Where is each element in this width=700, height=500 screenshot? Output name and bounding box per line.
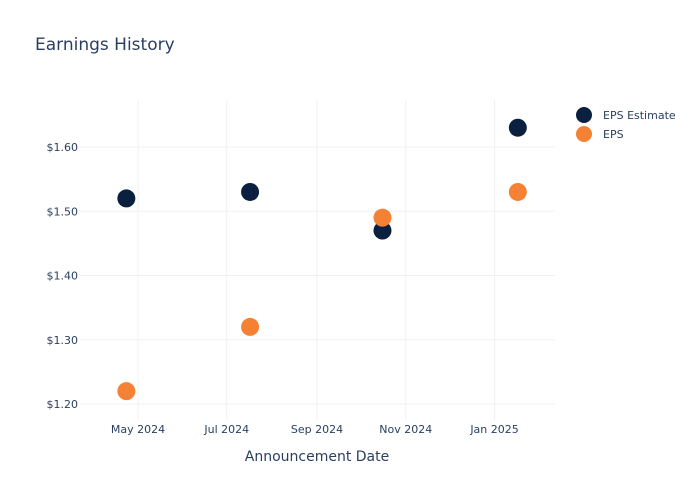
- data-point: [373, 208, 392, 227]
- x-tick-label: Jan 2025: [469, 423, 518, 436]
- legend[interactable]: EPS Estimate EPS: [576, 107, 676, 142]
- legend-item[interactable]: EPS: [576, 126, 624, 142]
- legend-label: EPS: [603, 128, 624, 141]
- data-point: [117, 189, 136, 208]
- series-eps: [117, 182, 527, 401]
- legend-label: EPS Estimate: [603, 109, 676, 122]
- x-tick-label: Nov 2024: [379, 423, 432, 436]
- y-tick-label: $1.60: [47, 141, 79, 154]
- y-tick-label: $1.30: [47, 334, 79, 347]
- series-eps-estimate: [117, 118, 527, 240]
- legend-item[interactable]: EPS Estimate: [576, 107, 676, 123]
- y-tick-label: $1.50: [47, 205, 79, 218]
- grid: [80, 100, 555, 420]
- data-point: [241, 317, 260, 336]
- data-point: [373, 221, 392, 240]
- y-tick-label: $1.20: [47, 398, 79, 411]
- data-point: [241, 182, 260, 201]
- data-point: [117, 382, 136, 401]
- y-tick-label: $1.40: [47, 270, 79, 283]
- x-axis-title: Announcement Date: [245, 449, 389, 465]
- x-tick-label: Jul 2024: [203, 423, 249, 436]
- chart-title: Earnings History: [35, 35, 175, 55]
- data-point: [508, 118, 527, 137]
- x-axis-ticks: May 2024 Jul 2024 Sep 2024 Nov 2024 Jan 2025: [111, 423, 519, 436]
- x-tick-label: Sep 2024: [291, 423, 343, 436]
- data-point: [508, 182, 527, 201]
- data-points: [117, 118, 527, 401]
- x-tick-label: May 2024: [111, 423, 165, 436]
- y-axis-ticks: $1.20 $1.30 $1.40 $1.50 $1.60: [47, 141, 79, 411]
- legend-marker: [576, 107, 592, 123]
- legend-marker: [576, 126, 592, 142]
